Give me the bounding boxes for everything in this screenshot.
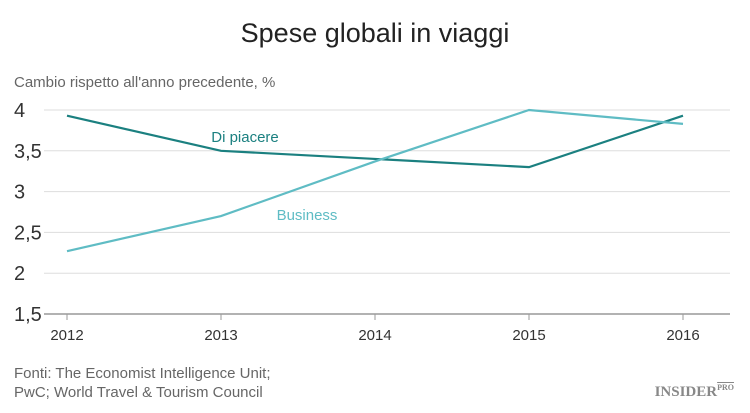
y-tick-label: 1,5 — [14, 304, 42, 326]
series-line-di-piacere — [66, 114, 684, 169]
y-tick-label: 4 — [14, 100, 25, 122]
x-tick-label: 2015 — [512, 327, 545, 344]
y-axis-label: Cambio rispetto all'anno precedente, % — [14, 74, 276, 91]
y-tick-label: 3 — [14, 182, 25, 204]
x-tick-label: 2016 — [666, 327, 699, 344]
series-line-business — [66, 108, 684, 253]
insider-pro-logo: INSIDERPRO — [654, 383, 734, 400]
series-label: Business — [277, 207, 338, 224]
series-label: Di piacere — [211, 129, 279, 146]
y-tick-label: 3,5 — [14, 141, 42, 163]
source-note: Fonti: The Economist Intelligence Unit; … — [14, 364, 271, 402]
y-tick-label: 2,5 — [14, 222, 42, 244]
x-tick-label: 2013 — [204, 327, 237, 344]
y-tick-label: 2 — [14, 263, 25, 285]
source-line: PwC; World Travel & Tourism Council — [14, 384, 263, 401]
chart-title: Spese globali in viaggi — [240, 18, 510, 48]
x-tick-label: 2014 — [358, 327, 391, 344]
x-tick-label: 2012 — [50, 327, 83, 344]
source-line: Fonti: The Economist Intelligence Unit; — [14, 365, 271, 382]
